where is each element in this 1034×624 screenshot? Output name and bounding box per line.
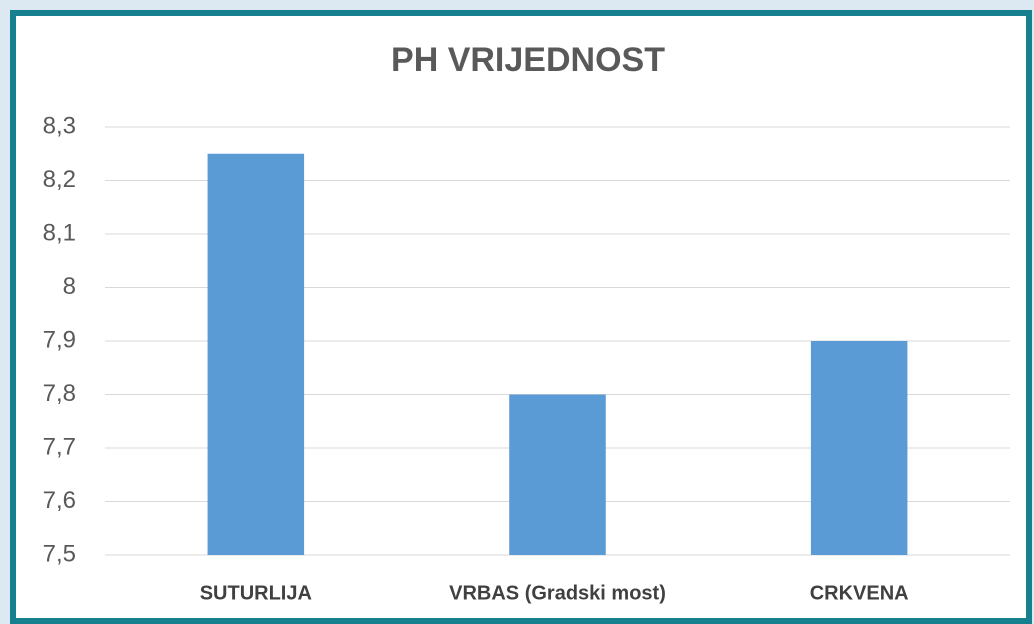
bar	[509, 394, 606, 555]
bar	[810, 341, 908, 555]
y-tick-label: 7,8	[43, 380, 76, 407]
y-tick-label: 8,2	[43, 166, 76, 193]
x-tick-label: SUTURLIJA	[200, 582, 312, 604]
x-tick-label: CRKVENA	[810, 582, 909, 604]
y-tick-label: 7,5	[43, 540, 76, 567]
chart-title: PH VRIJEDNOST	[391, 41, 665, 79]
x-tick-label: VRBAS (Gradski most)	[449, 582, 666, 604]
y-tick-label: 7,9	[43, 326, 76, 353]
y-tick-label: 8,3	[43, 112, 76, 139]
bar	[207, 153, 305, 555]
y-tick-label: 8	[63, 273, 76, 300]
y-tick-label: 7,7	[43, 433, 76, 460]
y-tick-label: 8,1	[43, 219, 76, 246]
y-tick-label: 7,6	[43, 487, 76, 514]
